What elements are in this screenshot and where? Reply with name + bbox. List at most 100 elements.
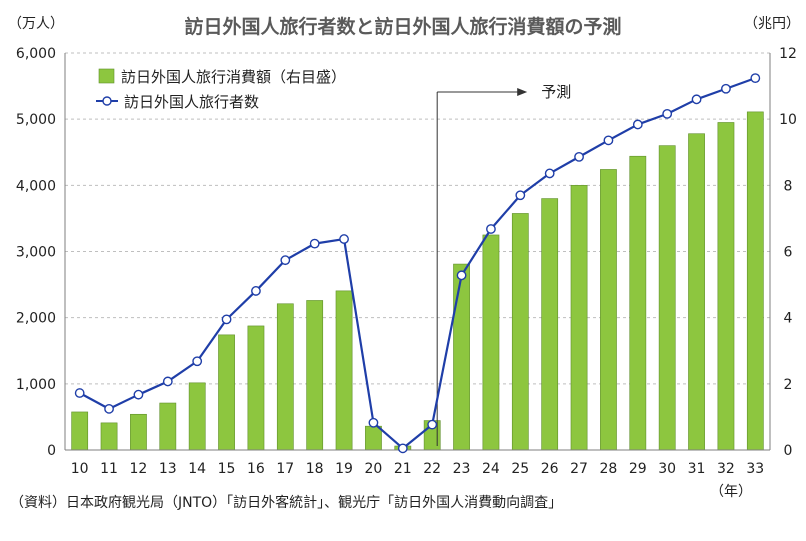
left-tick-label: 5,000 bbox=[16, 112, 56, 128]
bar bbox=[276, 303, 294, 451]
bar bbox=[130, 413, 147, 451]
left-tick-label: 2,000 bbox=[16, 311, 56, 327]
bar bbox=[71, 411, 89, 451]
x-tick-label: 19 bbox=[335, 461, 353, 477]
x-tick-label: 22 bbox=[423, 461, 441, 477]
x-tick-label: 31 bbox=[688, 461, 706, 477]
line-point bbox=[339, 234, 349, 244]
bar bbox=[247, 325, 265, 451]
x-tick-label: 21 bbox=[394, 461, 412, 477]
right-tick-label: 8 bbox=[784, 178, 793, 194]
left-tick-label: 6,000 bbox=[16, 46, 56, 62]
x-tick-label: 14 bbox=[188, 461, 206, 477]
line-point bbox=[104, 403, 114, 414]
legend-line-label: 訪日外国人旅行者数 bbox=[124, 93, 259, 111]
bar bbox=[688, 133, 705, 451]
chart-title: 訪日外国人旅行者数と訪日外国人旅行消費額の予測 bbox=[184, 15, 621, 38]
left-tick-label: 3,000 bbox=[16, 245, 56, 261]
x-tick-label: 12 bbox=[130, 461, 148, 477]
line-point bbox=[221, 314, 232, 325]
line-point bbox=[750, 73, 761, 84]
forecast-label: 予測 bbox=[541, 83, 571, 101]
tick-labels: 01,0002,0003,0004,0005,0006,000024681012… bbox=[16, 46, 797, 477]
x-tick-label: 33 bbox=[746, 461, 764, 477]
line-point bbox=[544, 168, 555, 179]
legend: 訪日外国人旅行消費額（右目盛） 訪日外国人旅行者数 bbox=[96, 68, 346, 111]
x-tick-label: 10 bbox=[71, 461, 89, 477]
line-point bbox=[133, 389, 144, 400]
bar bbox=[541, 198, 559, 451]
x-tick-label: 26 bbox=[541, 461, 559, 477]
bar bbox=[100, 422, 118, 451]
x-tick-label: 11 bbox=[100, 461, 118, 477]
line-point bbox=[397, 443, 408, 454]
line-point bbox=[721, 83, 731, 94]
bar bbox=[717, 122, 735, 451]
right-tick-label: 12 bbox=[779, 46, 797, 62]
line-point bbox=[486, 224, 496, 234]
line-point bbox=[603, 135, 614, 146]
line-point bbox=[574, 151, 584, 162]
line-point bbox=[280, 255, 291, 266]
bar bbox=[511, 213, 529, 451]
x-tick-label: 30 bbox=[658, 461, 676, 477]
x-tick-label: 18 bbox=[306, 461, 324, 477]
line-point bbox=[515, 190, 526, 201]
x-axis-unit: （年） bbox=[710, 484, 752, 500]
legend-line-marker bbox=[102, 96, 112, 106]
right-tick-label: 10 bbox=[779, 112, 797, 128]
x-tick-label: 17 bbox=[276, 461, 294, 477]
x-tick-label: 23 bbox=[453, 461, 471, 477]
bar bbox=[218, 334, 235, 451]
series-line bbox=[79, 77, 756, 450]
line-point bbox=[251, 286, 261, 296]
forecast-arrow-head bbox=[517, 88, 528, 96]
line-point bbox=[662, 108, 673, 119]
legend-bar-swatch bbox=[98, 68, 115, 84]
forecast-marker: 予測 bbox=[436, 83, 571, 446]
bar bbox=[453, 263, 470, 451]
x-tick-label: 13 bbox=[159, 461, 177, 477]
bar bbox=[482, 234, 500, 451]
bar bbox=[159, 402, 177, 451]
right-tick-label: 6 bbox=[784, 245, 793, 261]
bar bbox=[306, 300, 324, 451]
x-tick-label: 25 bbox=[511, 461, 529, 477]
bar bbox=[629, 155, 647, 451]
left-tick-label: 1,000 bbox=[16, 377, 56, 393]
bar bbox=[188, 382, 206, 451]
line-point bbox=[162, 376, 173, 387]
bar bbox=[600, 169, 617, 451]
line-point bbox=[192, 356, 203, 367]
line-point bbox=[691, 94, 702, 105]
x-tick-label: 32 bbox=[717, 461, 735, 477]
line-point bbox=[632, 119, 643, 130]
bar bbox=[570, 185, 588, 451]
x-tick-label: 29 bbox=[629, 461, 647, 477]
right-tick-label: 4 bbox=[784, 311, 793, 327]
bar bbox=[365, 425, 382, 451]
right-axis-unit: （兆円） bbox=[744, 16, 800, 32]
x-tick-label: 24 bbox=[482, 461, 500, 477]
left-tick-label: 4,000 bbox=[16, 178, 56, 194]
x-tick-label: 16 bbox=[247, 461, 265, 477]
line-point bbox=[427, 419, 438, 430]
left-tick-label: 0 bbox=[47, 443, 56, 459]
right-tick-label: 0 bbox=[784, 443, 793, 459]
line-point bbox=[309, 238, 320, 249]
x-tick-label: 20 bbox=[365, 461, 383, 477]
x-tick-label: 27 bbox=[570, 461, 588, 477]
line-series bbox=[74, 73, 761, 454]
bar bbox=[658, 145, 676, 451]
line-point bbox=[456, 270, 467, 281]
line-point bbox=[74, 388, 85, 398]
bar-series bbox=[71, 111, 764, 451]
right-tick-label: 2 bbox=[784, 377, 793, 393]
legend-bar-label: 訪日外国人旅行消費額（右目盛） bbox=[121, 68, 346, 86]
x-tick-label: 15 bbox=[218, 461, 236, 477]
axes bbox=[64, 53, 771, 451]
left-axis-unit: （万人） bbox=[8, 16, 64, 32]
line-point bbox=[368, 417, 379, 428]
x-tick-label: 28 bbox=[600, 461, 618, 477]
